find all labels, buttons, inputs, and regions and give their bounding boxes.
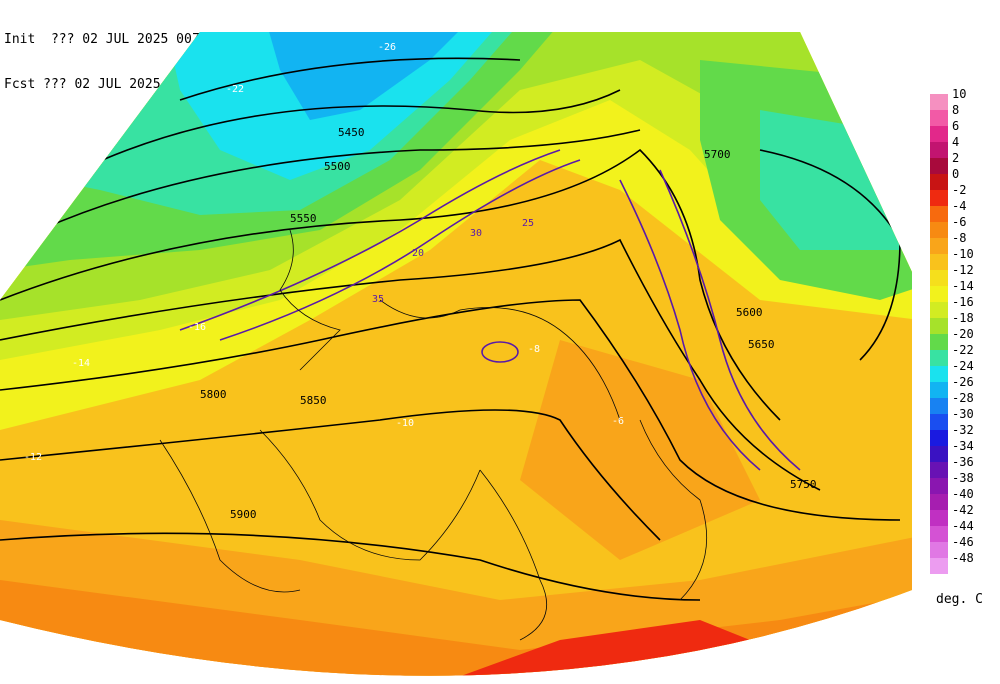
height-label: 5650 bbox=[748, 338, 775, 351]
legend-swatch bbox=[930, 206, 948, 222]
legend-swatch bbox=[930, 350, 948, 366]
legend-swatch bbox=[930, 398, 948, 414]
legend-swatch bbox=[930, 446, 948, 462]
temp-label: -10 bbox=[396, 418, 414, 429]
legend-swatch bbox=[930, 414, 948, 430]
legend-swatch bbox=[930, 110, 948, 126]
legend-label: -20 bbox=[952, 327, 974, 341]
height-label: 5500 bbox=[324, 160, 351, 173]
wind-label: 30 bbox=[470, 228, 482, 239]
height-label: 5550 bbox=[290, 212, 317, 225]
legend-swatch bbox=[930, 510, 948, 526]
legend-swatch bbox=[930, 254, 948, 270]
legend-label: -28 bbox=[952, 391, 974, 405]
temp-label: -12 bbox=[24, 452, 42, 463]
legend-swatch bbox=[930, 94, 948, 110]
temp-label: -6 bbox=[612, 416, 624, 427]
legend-label: -12 bbox=[952, 263, 974, 277]
legend-swatch bbox=[930, 462, 948, 478]
legend-swatch bbox=[930, 238, 948, 254]
legend-label: -42 bbox=[952, 503, 974, 517]
legend-label: -38 bbox=[952, 471, 974, 485]
legend-label: -8 bbox=[952, 231, 967, 245]
legend-label: -34 bbox=[952, 439, 974, 453]
legend-label: -14 bbox=[952, 279, 974, 293]
temp-label: -14 bbox=[72, 358, 90, 369]
legend-label: 4 bbox=[952, 135, 960, 149]
temp-label: -16 bbox=[188, 322, 206, 333]
legend-swatch bbox=[930, 366, 948, 382]
legend-label: -32 bbox=[952, 423, 974, 437]
legend-swatch bbox=[930, 286, 948, 302]
legend-label: 6 bbox=[952, 119, 960, 133]
legend-swatch bbox=[930, 494, 948, 510]
temperature-labels: -26 -22 -16 -14 -12 -10 -8 -6 bbox=[24, 42, 624, 463]
legend-swatch bbox=[930, 558, 948, 574]
legend-label: 0 bbox=[952, 167, 960, 181]
legend-label: 2 bbox=[952, 151, 960, 165]
legend-label: -36 bbox=[952, 455, 974, 469]
legend-label: -30 bbox=[952, 407, 974, 421]
height-label: 5800 bbox=[200, 388, 227, 401]
legend-label: -4 bbox=[952, 199, 967, 213]
wind-speed-contours bbox=[179, 149, 801, 471]
wind-label: 20 bbox=[412, 248, 424, 259]
legend-label: -18 bbox=[952, 311, 974, 325]
legend-label: 8 bbox=[952, 103, 960, 117]
height-label: 5700 bbox=[704, 148, 731, 161]
temp-label: -26 bbox=[378, 42, 396, 53]
legend-swatch bbox=[930, 270, 948, 286]
temp-label: -22 bbox=[226, 84, 244, 95]
legend-swatch bbox=[930, 430, 948, 446]
legend-swatch bbox=[930, 526, 948, 542]
legend-swatch bbox=[930, 318, 948, 334]
legend-unit: deg. C bbox=[936, 592, 983, 607]
coastlines bbox=[159, 229, 708, 641]
legend-label: -2 bbox=[952, 183, 967, 197]
geopotential-contours bbox=[0, 57, 901, 601]
legend-label: -46 bbox=[952, 535, 974, 549]
legend-label: -16 bbox=[952, 295, 974, 309]
legend-label: -24 bbox=[952, 359, 974, 373]
height-label: 5850 bbox=[300, 394, 327, 407]
legend-swatch bbox=[930, 158, 948, 174]
legend-swatch bbox=[930, 478, 948, 494]
legend-label: -26 bbox=[952, 375, 974, 389]
height-label: 5450 bbox=[338, 126, 365, 139]
wind-label: 35 bbox=[372, 294, 384, 305]
legend-label: -10 bbox=[952, 247, 974, 261]
legend-swatch bbox=[930, 190, 948, 206]
legend-swatch bbox=[930, 126, 948, 142]
legend-swatch bbox=[930, 334, 948, 350]
wind-label: 25 bbox=[522, 218, 534, 229]
height-label: 5900 bbox=[230, 508, 257, 521]
legend-label: -6 bbox=[952, 215, 967, 229]
height-label: 5750 bbox=[790, 478, 817, 491]
legend-swatch bbox=[930, 542, 948, 558]
legend-label: -44 bbox=[952, 519, 974, 533]
wind-labels: 20 25 30 35 bbox=[372, 218, 534, 305]
legend-label: -22 bbox=[952, 343, 974, 357]
legend-label: -40 bbox=[952, 487, 974, 501]
legend-swatch bbox=[930, 174, 948, 190]
legend-label: -48 bbox=[952, 551, 974, 565]
height-labels: 5450 5500 5550 5600 5650 5700 5750 5800 … bbox=[200, 126, 817, 521]
legend-swatch bbox=[930, 142, 948, 158]
temp-label: -8 bbox=[528, 344, 540, 355]
legend-swatch bbox=[930, 302, 948, 318]
legend-label: 10 bbox=[952, 87, 967, 101]
legend-swatch bbox=[930, 382, 948, 398]
height-label: 5600 bbox=[736, 306, 763, 319]
legend-swatch bbox=[930, 222, 948, 238]
